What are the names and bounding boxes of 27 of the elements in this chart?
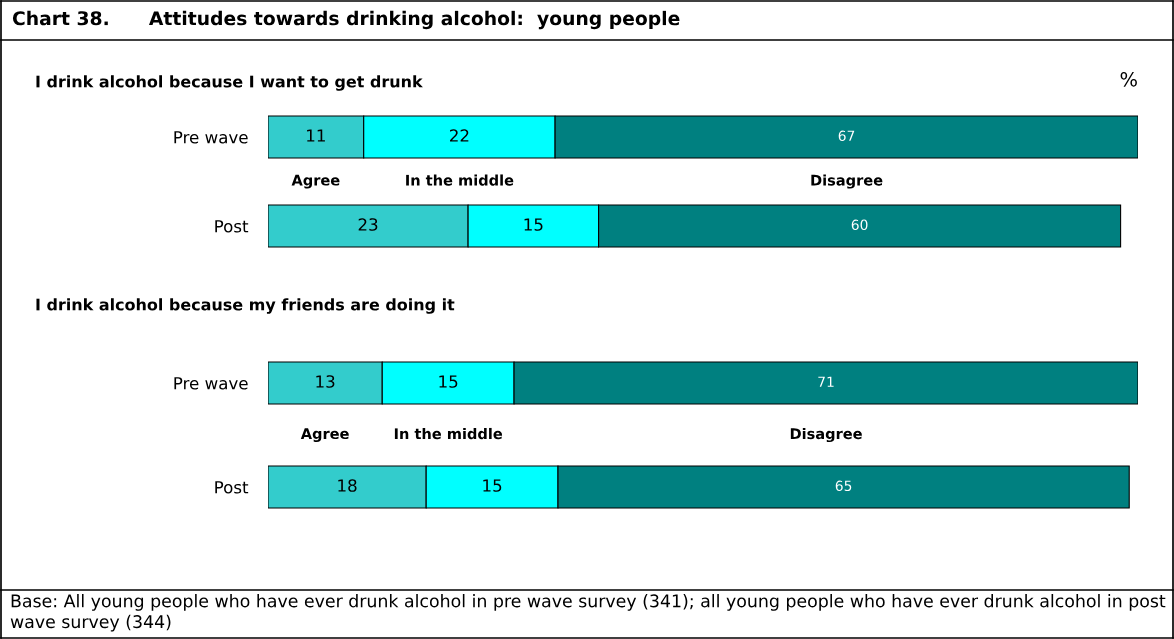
chart-subtitle: I drink alcohol because my friends are doing it (36, 298, 455, 314)
y-tick-label: Pre wave (174, 377, 248, 390)
series-label: Agree (300, 428, 349, 443)
data-label: 67 (838, 130, 855, 142)
chart-subtitle: I drink alcohol because I want to get drunk (36, 75, 423, 91)
data-label: 71 (818, 376, 834, 387)
series-label: Agree (291, 174, 340, 189)
text: Base: All young people who have ever drunk alcohol in pre wave survey (341); all young people who have ever drunk alcohol in post wave survey (344) (10, 594, 1166, 632)
data-label: 13 (316, 375, 335, 388)
data-label: 15 (524, 218, 543, 231)
text: % (1120, 71, 1137, 87)
y-tick-label: Post (215, 220, 249, 233)
data-label: 11 (307, 129, 325, 142)
series-label: Disagree (790, 427, 862, 443)
y-tick-label: Pre wave (174, 131, 248, 144)
data-label: 23 (358, 218, 378, 231)
data-label: 18 (338, 479, 357, 492)
series-label: In the middle (394, 427, 503, 440)
chart-title: Chart 38. Attitudes towards drinking alcohol: young people (12, 10, 680, 30)
data-label: 60 (851, 219, 868, 231)
series-label: In the middle (406, 174, 514, 186)
y-tick-label: Post (215, 481, 249, 494)
series-label: Disagree (811, 174, 883, 189)
data-label: 15 (439, 375, 458, 388)
data-label: 65 (835, 480, 852, 492)
data-label: 22 (450, 129, 469, 142)
data-label: 15 (483, 479, 502, 492)
